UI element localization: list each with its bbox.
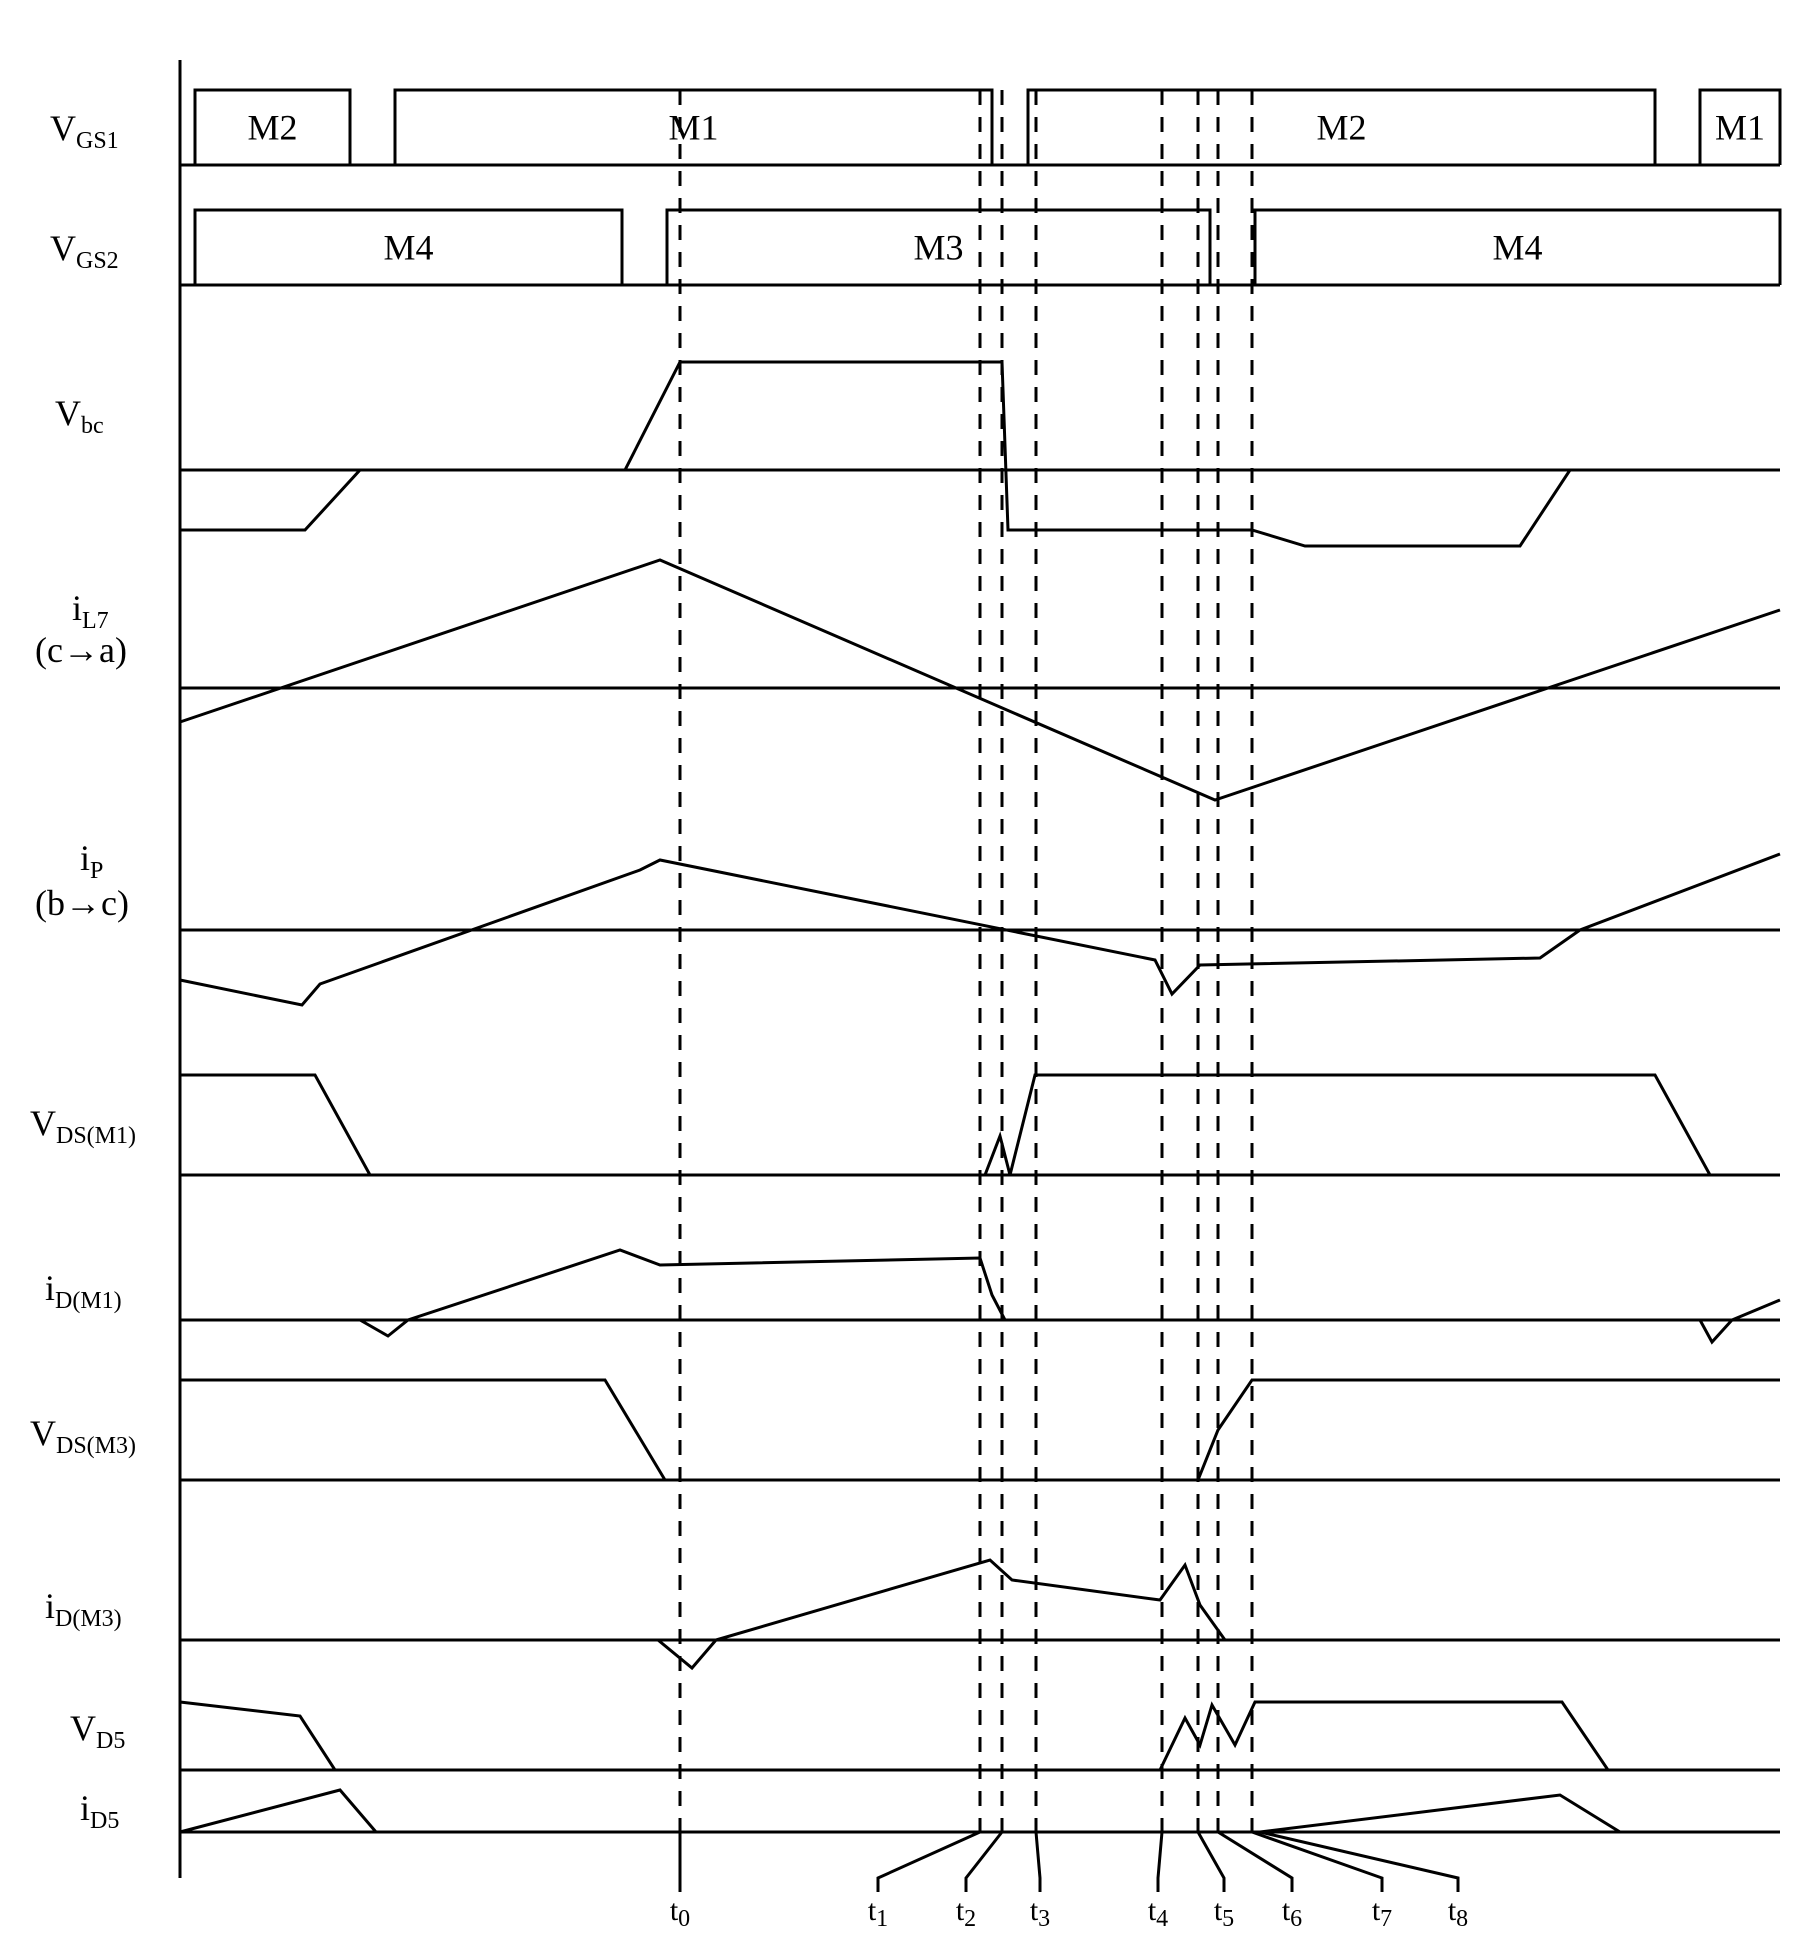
svg-text:iD5: iD5 xyxy=(80,1788,119,1834)
svg-text:iD(M3): iD(M3) xyxy=(45,1586,122,1632)
id5-label: iD5 xyxy=(80,1788,119,1834)
vdsM1-label: VDS(M1) xyxy=(30,1103,136,1149)
idM1-label: iD(M1) xyxy=(45,1268,122,1314)
idM3-label: iD(M3) xyxy=(45,1586,122,1632)
vgs1-label: VGS1 xyxy=(50,108,119,154)
tlabel-t8: t8 xyxy=(1448,1894,1468,1932)
vgs1-pulse-1-label: M1 xyxy=(668,108,718,148)
svg-text:iD(M1): iD(M1) xyxy=(45,1268,122,1314)
iP-label-line2: (b→c) xyxy=(35,883,129,923)
vgs2-pulse-1-label: M3 xyxy=(913,228,963,268)
tlabel-t2: t2 xyxy=(956,1894,976,1932)
lead-t4 xyxy=(1158,1832,1162,1892)
svg-text:VGS1: VGS1 xyxy=(50,108,119,154)
lead-t3 xyxy=(1036,1832,1040,1892)
vdsM3-label: VDS(M3) xyxy=(30,1413,136,1459)
iP-label: iP(b→c) xyxy=(35,838,129,923)
vgs1-pulse-2-label: M2 xyxy=(1316,108,1366,148)
vgs2-pulse-2-label: M4 xyxy=(1492,228,1542,268)
iL7-waveform xyxy=(180,560,1780,800)
svg-text:iL7: iL7 xyxy=(72,588,109,634)
svg-text:iP: iP xyxy=(80,838,103,884)
svg-text:VDS(M1): VDS(M1) xyxy=(30,1103,136,1149)
svg-text:Vbc: Vbc xyxy=(55,393,104,439)
lead-t2 xyxy=(966,1832,1002,1892)
tlabel-t0: t0 xyxy=(670,1894,690,1932)
svg-text:VGS2: VGS2 xyxy=(50,228,119,274)
vgs2-label: VGS2 xyxy=(50,228,119,274)
vgs2-pulse-0-label: M4 xyxy=(383,228,433,268)
tlabel-t7: t7 xyxy=(1372,1894,1392,1932)
tlabel-t6: t6 xyxy=(1282,1894,1302,1932)
vgs1-pulse-3-label: M1 xyxy=(1715,108,1765,148)
lead-t8 xyxy=(1260,1832,1458,1892)
lead-t7 xyxy=(1252,1832,1382,1892)
vd5-label: VD5 xyxy=(70,1708,125,1754)
tlabel-t1: t1 xyxy=(868,1894,888,1932)
vgs1-pulse-0-label: M2 xyxy=(247,108,297,148)
svg-text:VDS(M3): VDS(M3) xyxy=(30,1413,136,1459)
tlabel-t3: t3 xyxy=(1030,1894,1050,1932)
lead-t5 xyxy=(1198,1832,1224,1892)
iL7-label: iL7(c→a) xyxy=(35,588,127,670)
vbc-label: Vbc xyxy=(55,393,104,439)
tlabel-t5: t5 xyxy=(1214,1894,1234,1932)
tlabel-t4: t4 xyxy=(1148,1894,1168,1932)
svg-text:VD5: VD5 xyxy=(70,1708,125,1754)
iL7-label-line2: (c→a) xyxy=(35,630,127,670)
